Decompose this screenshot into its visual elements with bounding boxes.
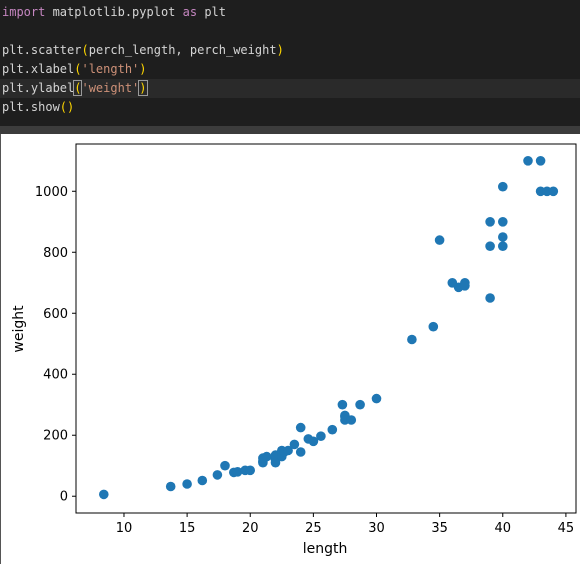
data-point bbox=[498, 181, 508, 192]
data-point bbox=[283, 445, 293, 456]
data-point bbox=[182, 479, 192, 489]
data-point bbox=[485, 217, 495, 227]
x-tick-label: 40 bbox=[494, 521, 511, 536]
x-tick-label: 25 bbox=[305, 521, 322, 536]
data-point bbox=[308, 436, 319, 447]
data-point bbox=[316, 431, 326, 442]
module-alias: plt bbox=[197, 5, 226, 19]
x-axis-label: length bbox=[303, 541, 348, 557]
code-line-blank[interactable] bbox=[0, 22, 580, 41]
x-ticks: 10 15 20 25 30 35 40 45 bbox=[116, 513, 574, 536]
data-point bbox=[371, 393, 382, 404]
y-tick-label: 600 bbox=[43, 307, 68, 322]
data-point bbox=[498, 232, 508, 242]
data-point bbox=[498, 217, 508, 227]
module-name: matplotlib.pyplot bbox=[45, 5, 183, 19]
y-tick-label: 400 bbox=[43, 368, 68, 383]
data-point bbox=[295, 447, 306, 457]
ylabel-string: 'weight' bbox=[81, 81, 140, 95]
data-point bbox=[99, 489, 109, 500]
output-area: 10 15 20 25 30 35 40 45 0 200 400 600 800 1000 lengt… bbox=[0, 134, 580, 564]
y-ticks: 0 200 400 600 800 1000 bbox=[35, 185, 76, 505]
scatter-call: plt.scatter bbox=[2, 43, 82, 57]
xlabel-open-paren: ( bbox=[74, 62, 82, 76]
x-tick-label: 30 bbox=[368, 521, 385, 536]
points-layer bbox=[99, 156, 559, 500]
data-point bbox=[535, 156, 546, 166]
xlabel-string: 'length' bbox=[81, 62, 140, 76]
axes-frame bbox=[75, 143, 577, 514]
y-tick-label: 0 bbox=[60, 490, 68, 505]
y-axis-label: weight bbox=[11, 305, 27, 353]
data-point bbox=[460, 281, 470, 291]
data-point bbox=[261, 451, 272, 462]
x-tick-label: 15 bbox=[179, 521, 196, 536]
show-open-paren: ( bbox=[59, 100, 68, 114]
scatter-open-paren: ( bbox=[81, 43, 89, 57]
data-point bbox=[447, 278, 458, 288]
data-point bbox=[212, 470, 223, 480]
ylabel-open-paren: ( bbox=[73, 80, 83, 96]
ylabel-call: plt.ylabel bbox=[2, 81, 75, 95]
data-point bbox=[548, 186, 559, 197]
cell-divider bbox=[0, 126, 580, 134]
x-tick-label: 10 bbox=[116, 521, 133, 536]
data-point bbox=[295, 422, 306, 433]
xlabel-call: plt.xlabel bbox=[2, 62, 75, 76]
show-call: plt.show bbox=[2, 100, 60, 114]
data-point bbox=[220, 460, 230, 471]
y-tick-label: 200 bbox=[43, 429, 68, 444]
code-line-scatter[interactable]: plt.scatter(perch_length, perch_weight) bbox=[0, 41, 580, 60]
data-point bbox=[346, 415, 357, 425]
data-point bbox=[485, 293, 495, 303]
x-tick-label: 35 bbox=[431, 521, 448, 536]
import-keyword: import bbox=[2, 5, 46, 19]
data-point bbox=[523, 156, 533, 166]
code-line-xlabel[interactable]: plt.xlabel('length') bbox=[0, 60, 580, 79]
xlabel-close-paren: ) bbox=[139, 62, 147, 76]
as-keyword: as bbox=[182, 5, 198, 19]
data-point bbox=[434, 235, 445, 245]
show-close-paren: ) bbox=[67, 100, 75, 114]
x-tick-label: 45 bbox=[558, 521, 575, 536]
data-point bbox=[232, 467, 243, 477]
data-point bbox=[289, 439, 300, 450]
data-point bbox=[355, 399, 365, 410]
x-tick-label: 20 bbox=[242, 521, 259, 536]
ylabel-close-paren: ) bbox=[138, 80, 148, 96]
data-point bbox=[270, 457, 281, 468]
scatter-args: perch_length, perch_weight bbox=[88, 43, 277, 57]
code-line-ylabel[interactable]: plt.ylabel('weight') bbox=[0, 79, 580, 98]
data-point bbox=[327, 424, 338, 435]
data-point bbox=[165, 481, 176, 492]
data-point bbox=[337, 399, 348, 410]
data-point bbox=[197, 475, 208, 486]
data-point bbox=[407, 334, 417, 345]
code-line-import[interactable]: import matplotlib.pyplot as plt bbox=[0, 3, 580, 22]
y-tick-label: 1000 bbox=[35, 185, 68, 200]
data-point bbox=[245, 465, 255, 476]
code-cell[interactable]: import matplotlib.pyplot as plt plt.scat… bbox=[0, 0, 580, 126]
data-point bbox=[498, 241, 508, 251]
data-point bbox=[428, 321, 439, 332]
y-tick-label: 800 bbox=[43, 246, 68, 261]
code-line-show[interactable]: plt.show() bbox=[0, 98, 580, 117]
scatter-close-paren: ) bbox=[276, 43, 284, 57]
data-point bbox=[485, 241, 495, 251]
scatter-plot: 10 15 20 25 30 35 40 45 0 200 400 600 800 1000 lengt… bbox=[11, 143, 577, 557]
